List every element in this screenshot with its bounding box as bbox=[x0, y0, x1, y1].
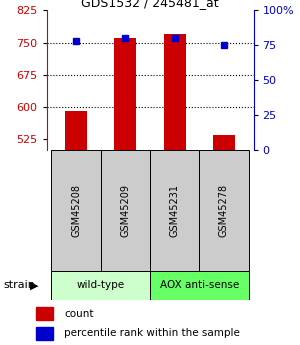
Title: GDS1532 / 245481_at: GDS1532 / 245481_at bbox=[81, 0, 219, 9]
Bar bbox=[36, 327, 52, 339]
Bar bbox=[101, 150, 150, 271]
Text: ▶: ▶ bbox=[30, 280, 39, 290]
Bar bbox=[199, 150, 249, 271]
Text: strain: strain bbox=[3, 280, 35, 290]
Text: GSM45208: GSM45208 bbox=[71, 184, 81, 237]
Bar bbox=[150, 150, 199, 271]
Text: count: count bbox=[64, 309, 94, 318]
Text: AOX anti-sense: AOX anti-sense bbox=[160, 280, 239, 290]
Bar bbox=[51, 271, 150, 300]
Bar bbox=[213, 135, 235, 150]
Bar bbox=[114, 38, 136, 150]
Bar bbox=[164, 34, 186, 150]
Bar bbox=[36, 307, 52, 320]
Text: percentile rank within the sample: percentile rank within the sample bbox=[64, 328, 240, 338]
Text: GSM45231: GSM45231 bbox=[169, 184, 180, 237]
Bar bbox=[51, 150, 101, 271]
Text: GSM45209: GSM45209 bbox=[120, 184, 130, 237]
Text: GSM45278: GSM45278 bbox=[219, 184, 229, 237]
Bar bbox=[65, 111, 87, 150]
Bar bbox=[150, 271, 249, 300]
Text: wild-type: wild-type bbox=[77, 280, 125, 290]
